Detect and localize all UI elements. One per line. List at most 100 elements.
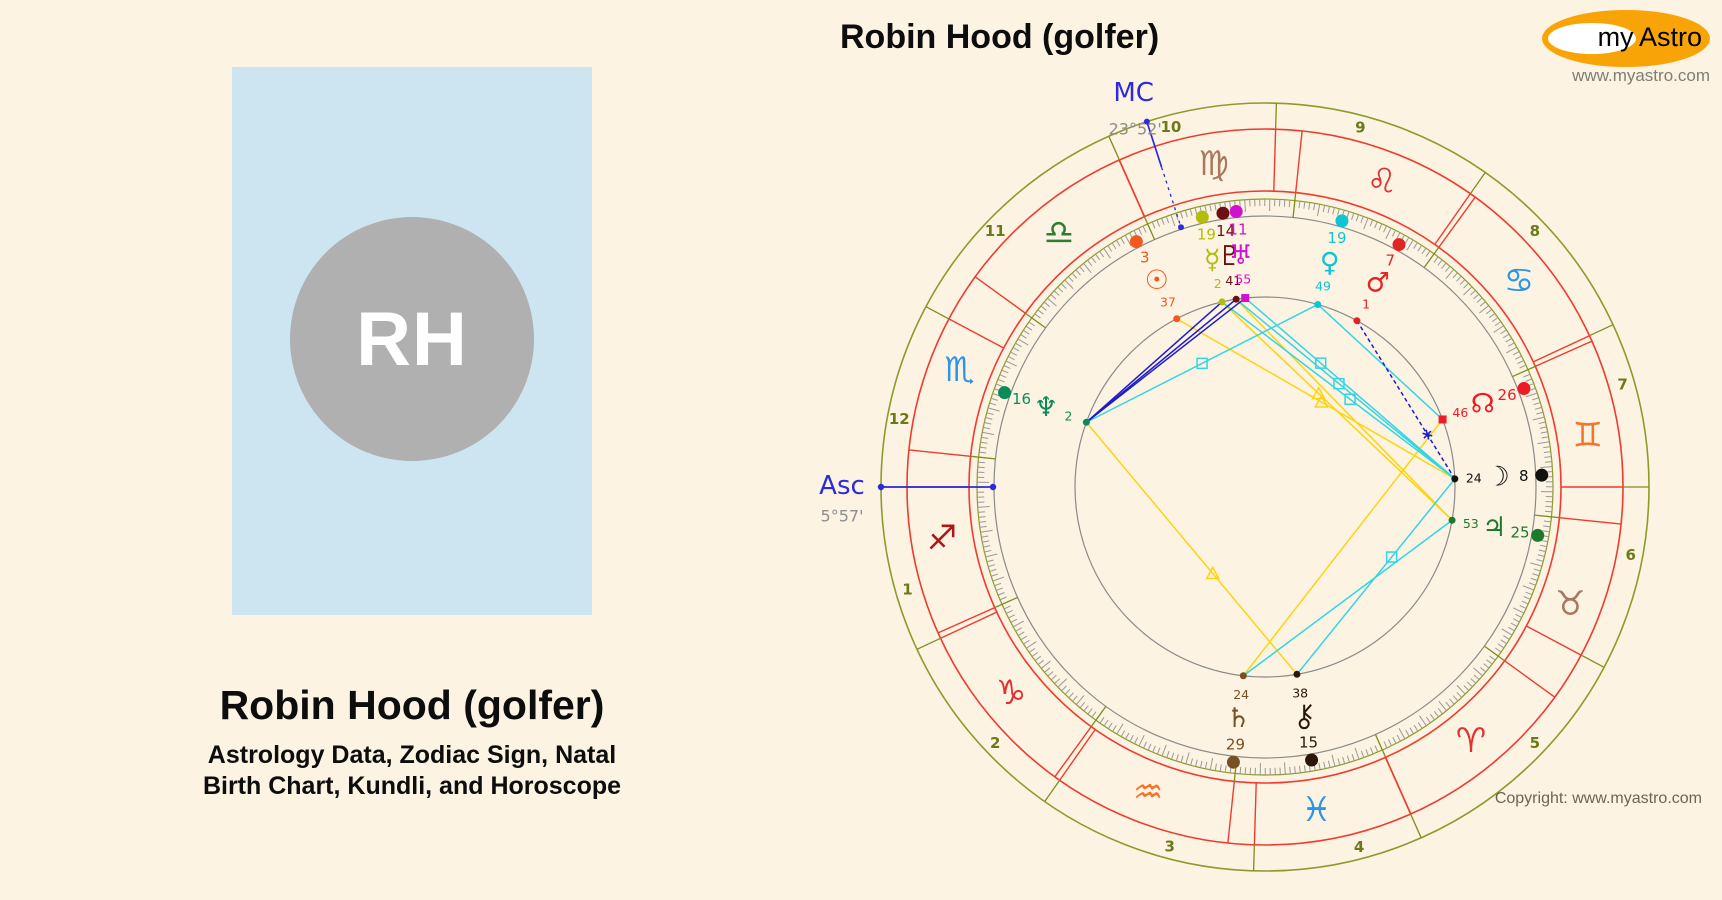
aspect-mercury-jupiter xyxy=(1221,301,1453,521)
sign-boundary-tick xyxy=(1024,312,1046,329)
house-number-9: 9 xyxy=(1355,118,1365,136)
planet-uranus-degree: 11 xyxy=(1229,220,1248,238)
house-cusp-tick xyxy=(1410,813,1422,839)
planet-mercury-minute: 2 xyxy=(1214,276,1222,291)
sign-boundary-line xyxy=(974,276,1026,314)
planet-node-degree: 26 xyxy=(1498,386,1517,404)
planet-pluto-degree: 14 xyxy=(1216,222,1235,240)
house-cusp-line xyxy=(948,318,1004,349)
asc-marker: Asc 5°57' xyxy=(819,471,997,526)
avatar: RH xyxy=(290,217,534,461)
logo-text: my Astro xyxy=(1597,22,1702,52)
planet-moon-degree: 8 xyxy=(1519,467,1529,485)
planet-uranus-icon: ♅ xyxy=(1229,240,1253,271)
aspect-mercury-neptune xyxy=(1085,301,1223,423)
planet-moon: 8 24 ☽ xyxy=(1451,462,1549,493)
planet-venus-icon: ♀ xyxy=(1320,248,1340,279)
planet-node: 26 46 ☊ xyxy=(1438,382,1531,424)
planet-uranus-inner-marker xyxy=(1241,294,1250,303)
planet-saturn: 29 24♄ xyxy=(1226,672,1251,769)
planet-neptune-minute: 2 xyxy=(1065,408,1073,423)
planet-sun-inner-marker xyxy=(1173,315,1181,323)
planet-jupiter-rim-dot xyxy=(1531,528,1545,542)
house-number-1: 1 xyxy=(902,581,912,599)
wheel-ring-0 xyxy=(880,102,1650,872)
zodiac-sign-sagittarius-icon: ♐ xyxy=(927,518,957,558)
planet-jupiter-minute: 53 xyxy=(1463,516,1479,531)
planet-pluto-icon: ♇ xyxy=(1218,241,1242,272)
house-number-7: 7 xyxy=(1617,375,1627,393)
planet-pluto: 14 41♇ xyxy=(1216,206,1242,303)
house-number-3: 3 xyxy=(1164,838,1174,856)
planet-sun-degree: 3 xyxy=(1140,249,1150,267)
aspect-uranus-neptune xyxy=(1085,297,1246,423)
planet-mercury-inner-marker xyxy=(1218,298,1226,306)
copyright: Copyright: www.myastro.com xyxy=(1494,790,1702,807)
aspect-sextile-icon xyxy=(1423,430,1432,439)
sign-boundary-tick xyxy=(1090,706,1107,728)
house-number-2: 2 xyxy=(990,734,1000,752)
sign-boundary-tick xyxy=(1512,365,1536,378)
planet-venus-degree: 19 xyxy=(1327,229,1346,247)
aspect-uranus-moon xyxy=(1244,297,1456,480)
sign-boundary-line xyxy=(1559,516,1622,525)
house-cusp-tick xyxy=(1044,779,1061,802)
house-number-8: 8 xyxy=(1530,222,1540,240)
zodiac-sign-capricorn-icon: ♑ xyxy=(996,673,1026,713)
planet-chiron-degree: 15 xyxy=(1299,733,1318,751)
planet-mercury-rim-dot xyxy=(1195,210,1209,224)
planet-mercury-degree: 19 xyxy=(1197,226,1216,244)
zodiac-sign-virgo-icon: ♍ xyxy=(1198,144,1228,184)
mc-degree: 23°52' xyxy=(1109,119,1162,138)
asc-label: Asc xyxy=(819,471,865,501)
house-cusp-line xyxy=(1273,129,1277,192)
house-cusp-tick xyxy=(1469,172,1486,195)
sign-boundary-tick xyxy=(970,455,996,460)
aspect-pluto-jupiter xyxy=(1235,298,1453,521)
aspect-chiron-moon xyxy=(1296,478,1456,675)
planet-venus-inner-marker xyxy=(1314,300,1322,308)
planet-saturn-minute: 24 xyxy=(1233,687,1249,702)
house-cusp-tick xyxy=(1274,103,1278,130)
planet-mercury-icon: ☿ xyxy=(1204,245,1221,276)
zodiac-sign-aries-icon: ♈ xyxy=(1456,721,1486,761)
house-number-10: 10 xyxy=(1160,118,1181,136)
planet-jupiter-degree: 25 xyxy=(1510,523,1529,541)
aspect-square-icon xyxy=(1385,551,1398,563)
planet-saturn-rim-dot xyxy=(1226,755,1240,769)
planet-sun-icon: ☉ xyxy=(1145,265,1169,296)
sign-boundary-line xyxy=(1294,130,1303,193)
planet-mars: 7 1♂ xyxy=(1353,238,1406,325)
aspect-mars-moon xyxy=(1356,320,1456,480)
logo-website[interactable]: www.myastro.com xyxy=(1572,66,1710,85)
house-number-12: 12 xyxy=(889,410,910,428)
house-cusp-line xyxy=(1253,782,1257,845)
planet-pluto-minute: 41 xyxy=(1225,273,1241,288)
sign-boundary-tick xyxy=(1143,216,1156,240)
house-cusp-line xyxy=(1434,193,1471,245)
house-cusp-line xyxy=(1526,625,1582,656)
aspect-saturn-jupiter xyxy=(1242,519,1453,677)
planet-neptune-degree: 16 xyxy=(1012,390,1031,408)
profile-subtitle: Astrology Data, Zodiac Sign, Natal Birth… xyxy=(152,740,672,802)
house-cusp-line xyxy=(1532,335,1590,363)
planet-chiron-rim-dot xyxy=(1305,753,1319,767)
wheel-ring-1 xyxy=(906,128,1624,846)
avatar-initials: RH xyxy=(356,296,468,382)
sign-boundary-line xyxy=(1504,660,1556,698)
zodiac-sign-taurus-icon: ♉ xyxy=(1555,584,1585,624)
planet-jupiter: 25 53 ♃ xyxy=(1448,512,1545,543)
aspect-pluto-neptune xyxy=(1085,298,1237,423)
sign-boundary-tick xyxy=(1534,514,1560,519)
house-number-11: 11 xyxy=(985,222,1006,240)
myastro-logo[interactable]: my Astro xyxy=(1542,10,1710,67)
planet-pluto-rim-dot xyxy=(1216,206,1230,220)
sign-boundary-line xyxy=(1535,340,1593,368)
planet-mercury: 19 2☿ xyxy=(1195,210,1226,306)
aspect-saturn-node xyxy=(1242,419,1444,677)
planet-sun: 3 37☉ xyxy=(1129,235,1181,323)
planet-node-minute: 46 xyxy=(1452,405,1468,420)
